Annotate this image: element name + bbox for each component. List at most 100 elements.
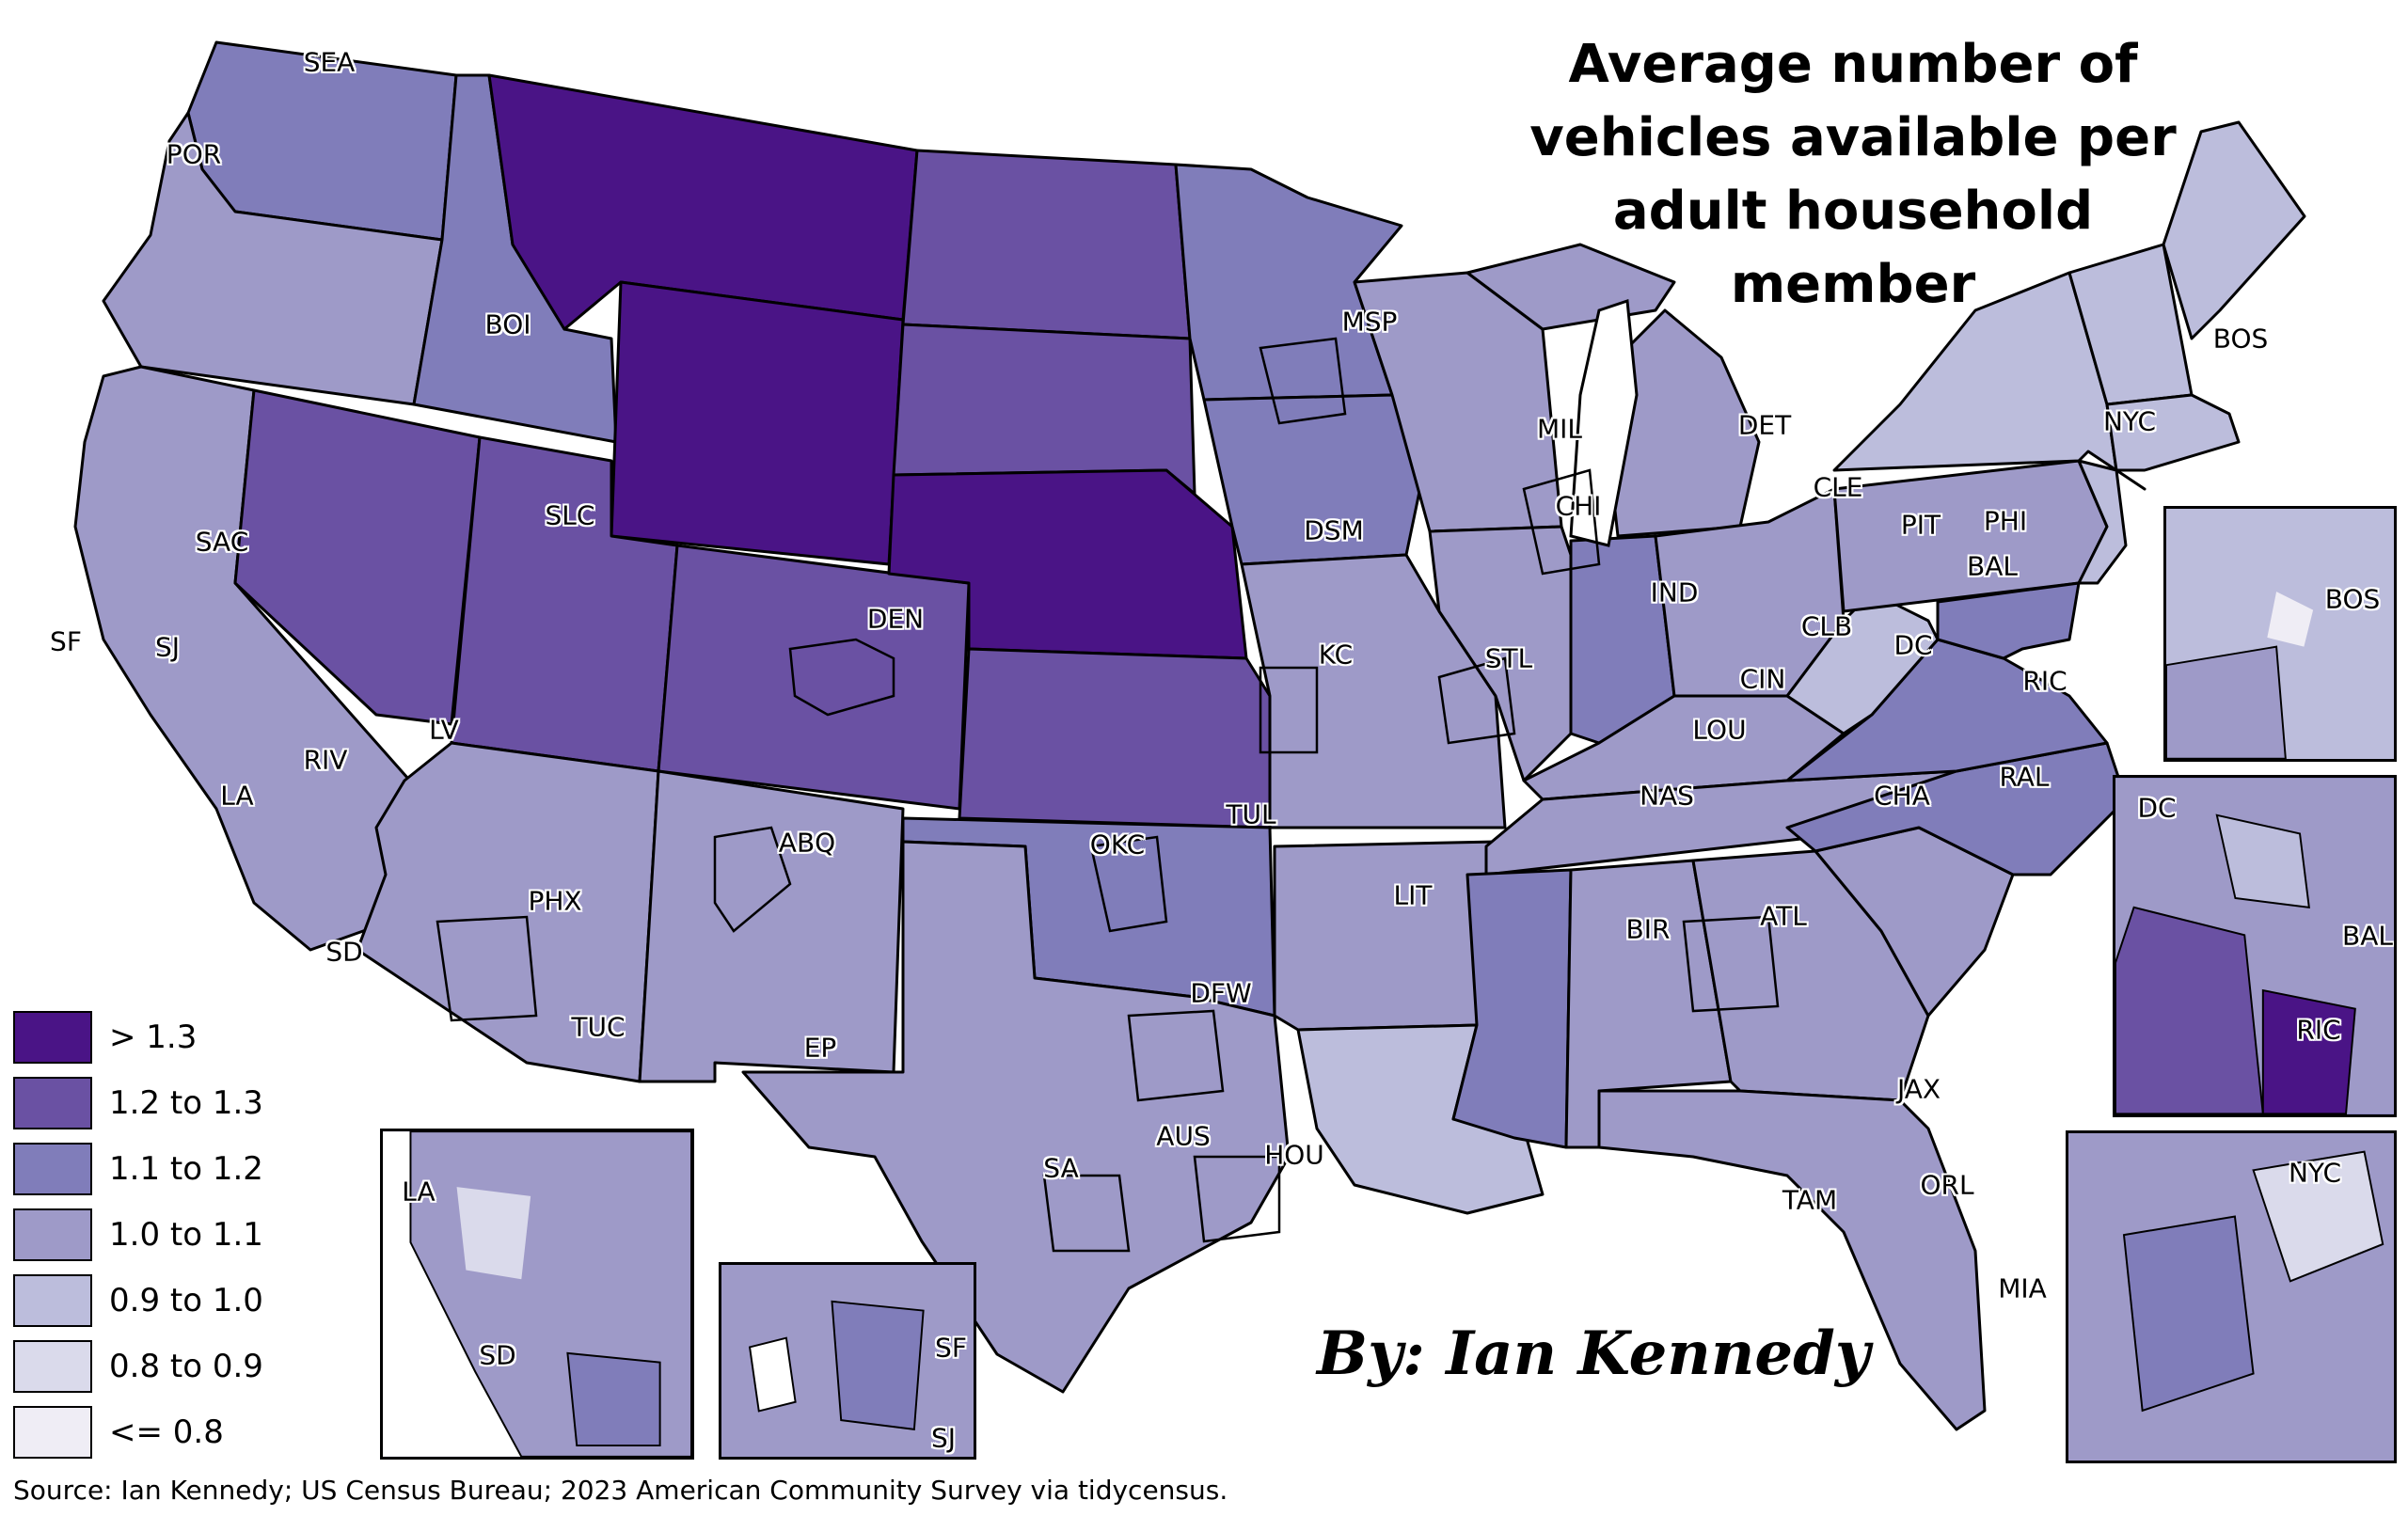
- title-line-3: adult household: [1612, 181, 2094, 242]
- inset-nyc: NYC: [2066, 1130, 2397, 1463]
- state-tx: [741, 840, 1291, 1394]
- source-note: Source: Ian Kennedy; US Census Bureau; 2…: [13, 1475, 1228, 1506]
- city-label-dfw: DFW: [1190, 977, 1252, 1009]
- inset-sf-label-sf: SF: [935, 1332, 967, 1364]
- legend-item: <= 0.8: [13, 1399, 295, 1465]
- inset-bos-label: BOS: [2324, 583, 2381, 615]
- state-ma-ct-ri: [2105, 393, 2241, 472]
- city-label-kc: KC: [1318, 639, 1354, 671]
- city-label-stl: STL: [1484, 642, 1533, 674]
- inset-bos: BOS: [2163, 506, 2397, 762]
- legend-swatch: [13, 1011, 92, 1064]
- metro-outline-stl: [1437, 656, 1516, 745]
- inset-bos-map: [2166, 509, 2394, 759]
- legend-item: 0.9 to 1.0: [13, 1268, 295, 1334]
- city-label-hou: HOU: [1264, 1139, 1324, 1171]
- legend-item: 0.8 to 0.9: [13, 1334, 295, 1399]
- city-label-abq: ABQ: [778, 827, 836, 859]
- city-label-lou: LOU: [1692, 714, 1747, 746]
- city-label-msp: MSP: [1341, 306, 1398, 338]
- city-label-mia: MIA: [1998, 1272, 2047, 1304]
- city-label-bir: BIR: [1625, 913, 1671, 945]
- city-label-dsm: DSM: [1304, 514, 1364, 546]
- city-label-riv: RIV: [303, 744, 348, 776]
- metro-outline-hou: [1193, 1155, 1281, 1243]
- legend-label: 1.1 to 1.2: [109, 1150, 263, 1188]
- title-line-2: vehicles available per: [1529, 107, 2177, 168]
- inset-la: LA SD: [380, 1129, 694, 1460]
- inset-sf-map: [721, 1265, 974, 1457]
- city-label-lit: LIT: [1393, 879, 1433, 911]
- metro-outline-okc: [1089, 835, 1168, 933]
- state-or: [102, 111, 444, 406]
- city-label-ric: RIC: [2022, 665, 2067, 697]
- inset-sf-label-sj: SJ: [930, 1422, 957, 1454]
- inset-dc-map: [2115, 778, 2394, 1114]
- city-label-bal: BAL: [1967, 550, 2018, 582]
- legend: > 1.3 1.2 to 1.3 1.1 to 1.2 1.0 to 1.1 0…: [13, 1004, 295, 1465]
- metro-outline-atl: [1682, 915, 1780, 1013]
- state-ar: [1273, 840, 1497, 1032]
- state-ca: [73, 365, 453, 952]
- state-co: [657, 544, 971, 811]
- inset-dc-label-bal: BAL: [2342, 920, 2393, 952]
- city-label-tul: TUL: [1226, 798, 1276, 830]
- legend-label: 0.8 to 0.9: [109, 1348, 263, 1385]
- inset-nyc-label: NYC: [2288, 1157, 2342, 1189]
- legend-swatch: [13, 1274, 92, 1327]
- legend-label: 1.0 to 1.1: [109, 1216, 263, 1254]
- legend-swatch: [13, 1406, 92, 1459]
- metro-outline-dfw: [1127, 1009, 1225, 1102]
- legend-item: 1.0 to 1.1: [13, 1202, 295, 1268]
- legend-label: > 1.3: [109, 1019, 198, 1056]
- state-mt: [487, 73, 919, 331]
- state-sd: [892, 323, 1196, 496]
- state-nm: [638, 769, 905, 1083]
- city-label-ep: EP: [803, 1032, 837, 1064]
- city-label-den: DEN: [866, 603, 925, 635]
- city-label-jax: JAX: [1896, 1073, 1941, 1105]
- city-label-tam: TAM: [1782, 1184, 1838, 1216]
- city-label-slc: SLC: [545, 499, 595, 531]
- city-label-phx: PHX: [528, 885, 582, 917]
- city-label-sj: SJ: [154, 631, 181, 663]
- city-label-aus: AUS: [1156, 1120, 1211, 1152]
- lake-michigan: [1569, 298, 1639, 547]
- city-label-cha: CHA: [1874, 780, 1930, 812]
- inset-la-label-sd: SD: [479, 1339, 516, 1371]
- map-title: Average number of vehicles available per…: [1467, 28, 2239, 322]
- state-ks: [958, 647, 1272, 829]
- city-label-phi: PHI: [1983, 505, 2028, 537]
- state-me: [2162, 120, 2306, 340]
- city-label-pit: PIT: [1900, 509, 1941, 541]
- metro-outline-chi: [1522, 468, 1601, 576]
- inset-dc-label-ric: RIC: [2296, 1014, 2341, 1046]
- state-il: [1428, 525, 1582, 782]
- legend-item: 1.1 to 1.2: [13, 1136, 295, 1202]
- inset-la-label-la: LA: [402, 1176, 436, 1208]
- city-label-la: LA: [220, 780, 254, 812]
- city-label-lv: LV: [429, 714, 459, 746]
- inset-nyc-map: [2068, 1133, 2394, 1461]
- city-label-sd: SD: [325, 936, 363, 968]
- legend-swatch: [13, 1077, 92, 1129]
- city-label-por: POR: [166, 138, 222, 170]
- state-wy: [610, 280, 905, 566]
- legend-swatch: [13, 1143, 92, 1195]
- state-mo: [1240, 553, 1507, 829]
- title-line-1: Average number of: [1568, 34, 2138, 95]
- legend-item: > 1.3: [13, 1004, 295, 1070]
- state-wv: [1785, 591, 1940, 735]
- legend-swatch: [13, 1208, 92, 1261]
- inset-dc: DC BAL RIC: [2113, 775, 2397, 1117]
- city-label-boi: BOI: [484, 308, 531, 340]
- author-byline: By: Ian Kennedy: [1317, 1319, 1871, 1389]
- state-nd: [901, 149, 1192, 340]
- city-label-det: DET: [1737, 409, 1792, 441]
- city-label-atl: ATL: [1760, 900, 1807, 932]
- metro-outline-den: [788, 638, 895, 717]
- metro-outline-abq: [713, 826, 792, 933]
- city-label-orl: ORL: [1920, 1169, 1974, 1201]
- city-label-ind: IND: [1650, 576, 1699, 608]
